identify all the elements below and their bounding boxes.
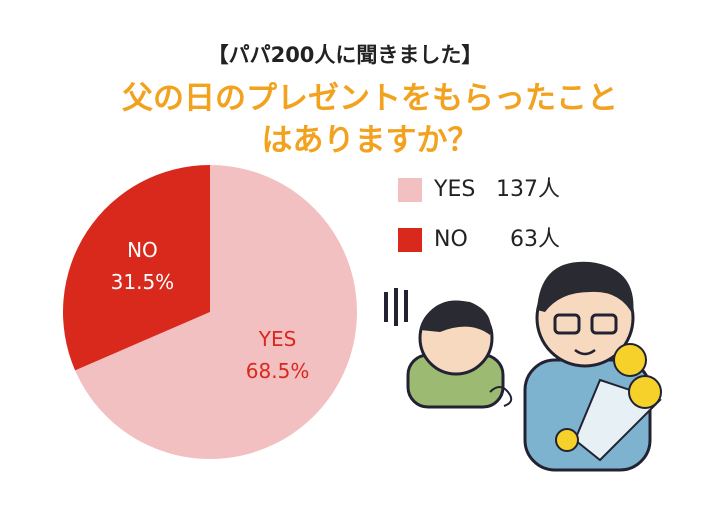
legend-swatch — [398, 178, 422, 202]
slice-value-label: 31.5% — [111, 270, 175, 294]
legend-swatch — [398, 228, 422, 252]
slice-label: NO — [127, 238, 158, 262]
pie-slice — [62, 165, 210, 371]
slice-value-label: 68.5% — [246, 359, 310, 383]
pie: YES 68.5% NO 31.5% — [62, 165, 357, 459]
gloom-lines — [384, 288, 408, 326]
glasses — [590, 313, 618, 335]
legend-label: NO — [434, 227, 468, 252]
flower — [628, 375, 662, 409]
chart-title: 父の日のプレゼントをもらったこと — [122, 81, 618, 117]
chart-title: はありますか？ — [262, 123, 479, 159]
smile — [574, 348, 596, 356]
legend: YES 137人 NO 63人 — [398, 177, 560, 252]
legend-label: YES — [433, 177, 475, 202]
legend-count: 63人 — [510, 227, 560, 252]
legend-count: 137人 — [496, 177, 560, 202]
slice-label: YES — [258, 327, 297, 351]
chart-subtitle: 【パパ200人に聞きました】 — [208, 43, 483, 67]
man-hair — [537, 261, 634, 315]
pie-slice — [75, 165, 357, 459]
ribbon — [555, 428, 579, 452]
flower — [613, 343, 647, 377]
boy-hair — [420, 300, 491, 335]
sigh — [489, 386, 513, 407]
illustration — [384, 261, 662, 472]
glasses — [553, 313, 581, 335]
